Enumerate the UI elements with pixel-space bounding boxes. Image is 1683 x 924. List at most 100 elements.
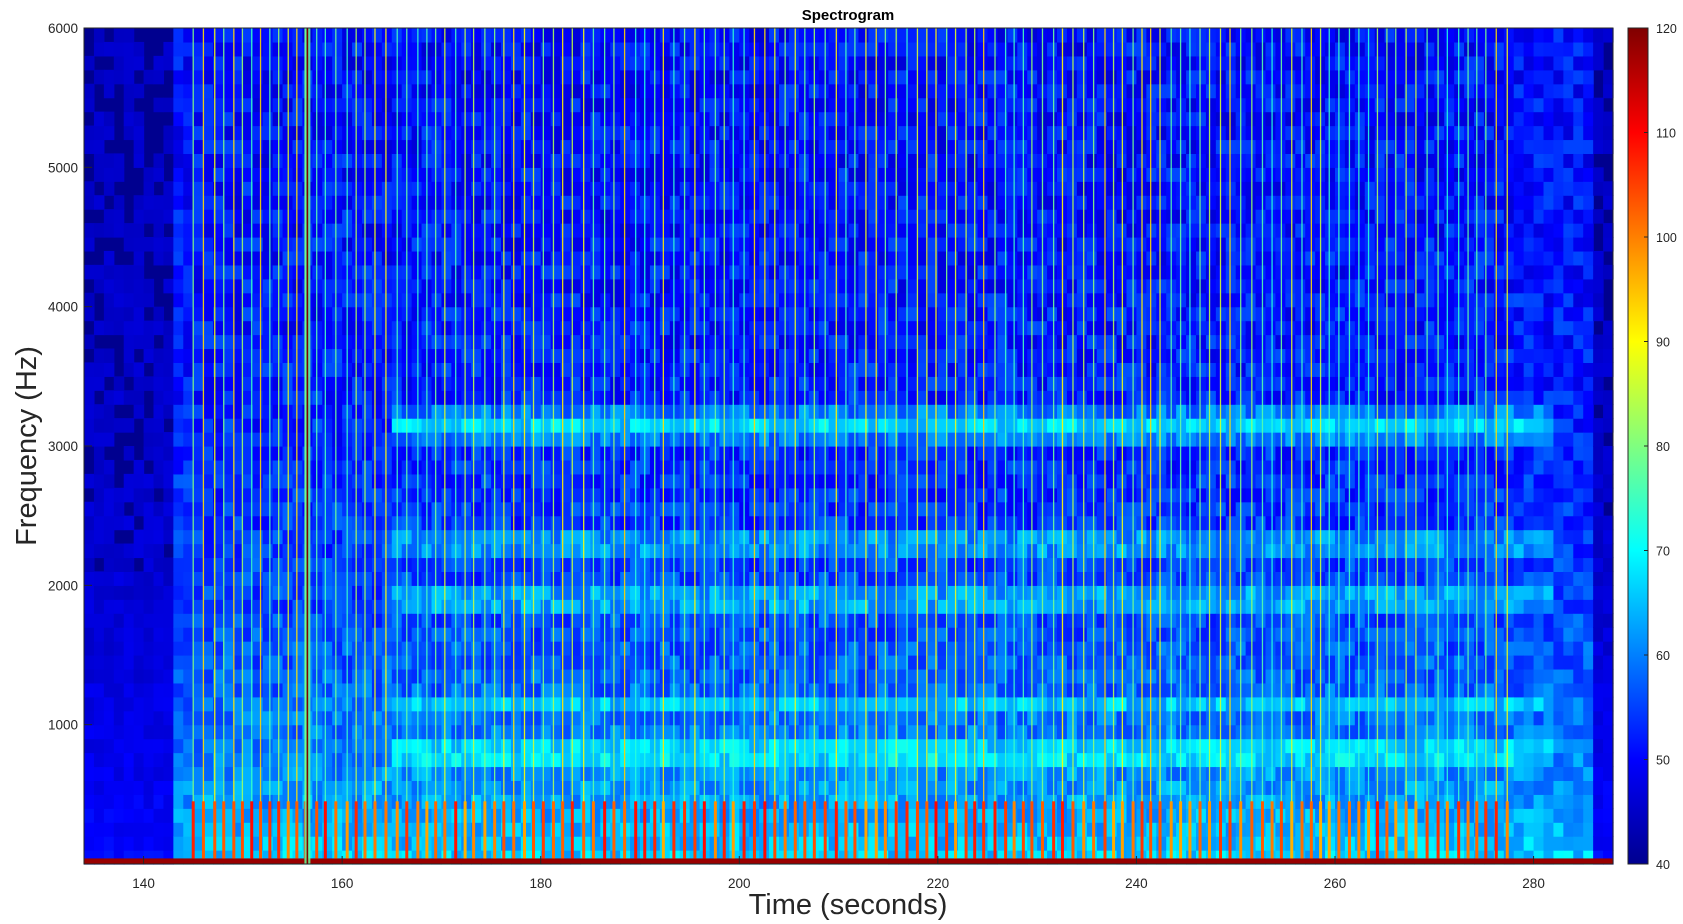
heatmap-cell	[143, 167, 155, 182]
heatmap-cell	[898, 501, 909, 517]
heatmap-cell	[441, 571, 452, 586]
heatmap-cell	[550, 822, 562, 837]
heatmap-cell	[381, 613, 393, 628]
heatmap-cell	[193, 599, 204, 614]
heatmap-cell	[501, 55, 512, 71]
heatmap-cell	[540, 710, 552, 726]
heatmap-cell	[918, 97, 929, 113]
heatmap-cell	[868, 306, 879, 322]
heatmap-cell	[540, 682, 552, 698]
heatmap-cell	[898, 55, 909, 71]
heatmap-cell	[659, 599, 671, 614]
heatmap-cell	[610, 320, 621, 336]
heatmap-cell	[173, 543, 184, 559]
heatmap-cell	[381, 195, 393, 210]
heatmap-cell	[560, 306, 572, 322]
heatmap-cell	[530, 153, 542, 168]
heatmap-cell	[103, 264, 115, 280]
heatmap-cell	[828, 418, 840, 433]
heatmap-cell	[242, 223, 254, 238]
heatmap-cell	[262, 641, 274, 656]
heatmap-cell	[600, 390, 611, 405]
heatmap-cell	[183, 585, 194, 600]
heatmap-cell	[540, 822, 552, 837]
heatmap-cell	[193, 724, 204, 740]
heatmap-cell	[530, 390, 542, 405]
heatmap-cell	[610, 710, 621, 726]
heatmap-cell	[828, 557, 840, 572]
heatmap-cell	[828, 668, 840, 684]
heatmap-cell	[252, 223, 264, 238]
plot-area	[83, 27, 1614, 865]
heatmap-cell	[898, 599, 909, 614]
heatmap-cell	[788, 696, 800, 712]
heatmap-cell	[232, 543, 244, 559]
heatmap-cell	[898, 696, 909, 712]
heatmap-cell	[203, 167, 214, 182]
heatmap-cell	[381, 111, 393, 127]
heatmap-cell	[193, 529, 204, 545]
heatmap-cell	[292, 111, 304, 127]
heatmap-cell	[312, 362, 323, 377]
heatmap-cell	[927, 836, 939, 851]
heatmap-cell	[352, 41, 363, 57]
heatmap-cell	[183, 139, 194, 154]
heatmap-cell	[272, 237, 284, 252]
heatmap-cell	[927, 752, 939, 768]
heatmap-cell	[451, 181, 462, 196]
heatmap-cell	[461, 320, 472, 336]
heatmap-cell	[381, 83, 393, 99]
heatmap-cell	[729, 55, 740, 71]
heatmap-cell	[510, 28, 522, 43]
heatmap-cell	[868, 139, 879, 154]
heatmap-cell	[451, 473, 462, 489]
heatmap-cell	[838, 167, 850, 182]
heatmap-cell	[858, 529, 869, 545]
heatmap-cell	[262, 390, 274, 405]
heatmap-cell	[520, 710, 532, 726]
heatmap-cell	[213, 473, 224, 489]
heatmap-cell	[481, 55, 492, 71]
heatmap-cell	[788, 515, 800, 531]
heatmap-cell	[540, 376, 552, 391]
heatmap-cell	[669, 292, 681, 308]
heatmap-cell	[183, 724, 194, 740]
heatmap-cell	[828, 585, 840, 600]
heatmap-cell	[481, 599, 492, 614]
heatmap-cell	[292, 97, 304, 113]
heatmap-cell	[878, 696, 889, 712]
heatmap-cell	[550, 153, 562, 168]
heatmap-cell	[352, 446, 363, 461]
heatmap-cell	[510, 362, 522, 377]
heatmap-cell	[927, 738, 939, 754]
heatmap-cell	[431, 752, 443, 768]
heatmap-cell	[183, 710, 194, 726]
heatmap-cell	[491, 376, 502, 391]
heatmap-cell	[520, 264, 532, 280]
heatmap-cell	[798, 83, 810, 99]
heatmap-cell	[828, 125, 840, 141]
heatmap-cell	[103, 41, 115, 57]
heatmap-cell	[520, 738, 532, 754]
heatmap-cell	[501, 655, 512, 670]
heatmap-cell	[173, 292, 184, 308]
heatmap-cell	[262, 362, 274, 377]
heatmap-cell	[540, 223, 552, 238]
heatmap-cell	[213, 306, 224, 322]
heatmap-cell	[93, 376, 105, 391]
heatmap-cell	[362, 83, 373, 99]
heatmap-cell	[352, 543, 363, 559]
heatmap-cell	[590, 627, 601, 642]
heatmap-cell	[143, 571, 155, 586]
heatmap-cell	[332, 195, 343, 210]
heatmap-cell	[381, 655, 393, 670]
heatmap-cell	[828, 515, 840, 531]
heatmap-cell	[530, 780, 542, 795]
heatmap-cell	[798, 766, 810, 781]
heatmap-cell	[173, 209, 184, 224]
heatmap-cell	[570, 390, 582, 405]
heatmap-cell	[898, 459, 909, 475]
heatmap-cell	[540, 627, 552, 642]
heatmap-cell	[798, 571, 810, 586]
heatmap-cell	[779, 487, 790, 503]
